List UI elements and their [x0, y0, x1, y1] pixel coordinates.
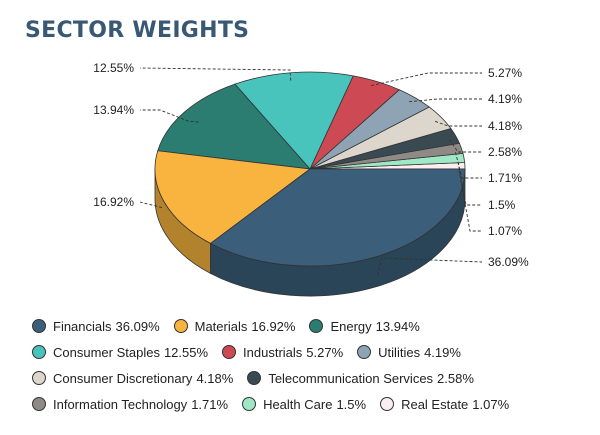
legend-value: 1.07%	[472, 396, 510, 412]
legend-swatch-telecommunication-services	[247, 371, 262, 385]
leader-line-information-technology	[454, 152, 482, 179]
legend-label: Information Technology	[53, 396, 188, 412]
legend-item-financials[interactable]: Financials 36.09%	[32, 318, 160, 334]
legend-item-health-care[interactable]: Health Care 1.5%	[242, 396, 366, 412]
data-label-consumer-discretionary: 4.18%	[488, 119, 522, 133]
data-label-energy: 13.94%	[93, 103, 134, 117]
data-label-consumer-staples: 12.55%	[93, 61, 134, 75]
chart-title: SECTOR WEIGHTS	[25, 18, 250, 43]
legend-item-industrials[interactable]: Industrials 5.27%	[222, 344, 343, 360]
data-label-financials: 36.09%	[488, 255, 529, 269]
legend-value: 1.5%	[336, 396, 367, 412]
pie-slice-consumer-staples[interactable]	[234, 71, 354, 170]
legend-value: 36.09%	[115, 318, 160, 334]
legend-label: Consumer Staples	[53, 344, 160, 360]
legend-label: Materials	[194, 318, 248, 334]
legend-item-real-estate[interactable]: Real Estate 1.07%	[380, 396, 509, 412]
data-label-industrials: 5.27%	[488, 66, 522, 80]
legend-label: Real Estate	[401, 396, 469, 412]
legend-label: Industrials	[243, 344, 303, 360]
legend-swatch-financials	[32, 319, 46, 333]
leader-line-real-estate	[458, 169, 482, 232]
leader-line-energy	[140, 109, 199, 123]
legend-swatch-real-estate	[380, 397, 395, 411]
legend-item-consumer-discretionary[interactable]: Consumer Discretionary 4.18%	[32, 370, 233, 386]
legend-value: 2.58%	[437, 370, 474, 386]
pie-slice-financials[interactable]	[209, 168, 466, 267]
legend-label: Telecommunication Services	[268, 370, 434, 386]
legend-label: Health Care	[263, 396, 333, 412]
legend-value: 16.92%	[251, 318, 296, 334]
legend-value: 1.71%	[191, 396, 229, 412]
leader-line-materials	[139, 201, 163, 209]
leader-line-consumer-staples	[139, 67, 292, 81]
legend-label: Consumer Discretionary	[53, 370, 193, 386]
legend-item-materials[interactable]: Materials 16.92%	[173, 318, 296, 334]
data-label-utilities: 4.19%	[488, 92, 522, 106]
legend-swatch-health-care	[242, 397, 257, 411]
legend-swatch-materials	[173, 319, 188, 333]
legend-value: 13.94%	[375, 318, 420, 334]
legend: Financials 36.09% Materials 16.92% Energy 13.…	[32, 318, 592, 412]
legend-label: Utilities	[378, 344, 421, 360]
legend-value: 5.27%	[306, 344, 344, 360]
legend-item-energy[interactable]: Energy 13.94%	[309, 318, 420, 334]
data-label-information-technology: 1.71%	[488, 171, 522, 185]
legend-item-utilities[interactable]: Utilities 4.19%	[357, 344, 461, 360]
data-label-materials: 16.92%	[93, 195, 134, 209]
pie-chart: 1.07% 1.5% 1.71% 2.58% 4.18% 4.19% 5.27% 12.55%…	[93, 61, 529, 297]
legend-swatch-energy	[309, 319, 324, 333]
pie-slice-energy[interactable]	[157, 83, 311, 170]
legend-value: 4.18%	[196, 370, 234, 386]
data-label-real-estate: 1.07%	[488, 224, 522, 238]
data-label-health-care: 1.5%	[488, 198, 516, 212]
legend-item-consumer-staples[interactable]: Consumer Staples 12.55%	[32, 344, 208, 360]
legend-swatch-industrials	[222, 345, 237, 359]
legend-value: 4.19%	[424, 344, 461, 360]
leader-line-consumer-discretionary	[434, 120, 482, 127]
legend-swatch-utilities	[357, 345, 372, 359]
leader-line-telecommunication-services	[449, 139, 482, 153]
legend-value: 12.55%	[163, 344, 209, 360]
data-label-telecommunication-services: 2.58%	[488, 145, 522, 159]
legend-label: Energy	[330, 318, 372, 334]
leader-line-financials	[377, 257, 483, 275]
legend-item-information-technology[interactable]: Information Technology 1.71%	[32, 396, 228, 412]
legend-swatch-consumer-staples	[32, 345, 46, 359]
legend-label: Financials	[53, 318, 112, 334]
pie-slice-materials[interactable]	[154, 150, 312, 244]
legend-item-telecommunication-services[interactable]: Telecommunication Services 2.58%	[247, 370, 474, 386]
legend-swatch-consumer-discretionary	[32, 371, 46, 385]
leader-line-industrials	[371, 72, 482, 87]
legend-swatch-information-technology	[32, 397, 46, 411]
